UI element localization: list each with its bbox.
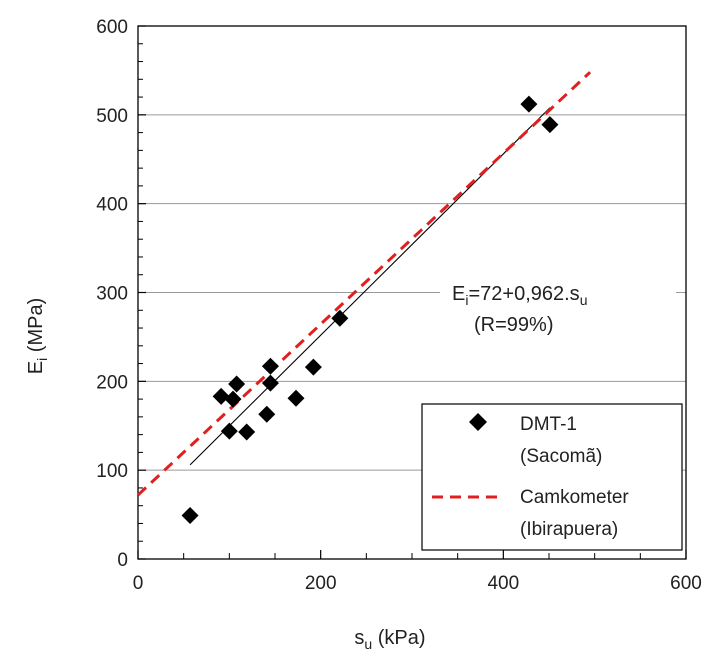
x-axis-title: su (kPa) — [354, 627, 425, 650]
points — [181, 95, 559, 524]
dmt1-point — [304, 358, 322, 376]
y-tick-label: 400 — [96, 195, 128, 216]
dmt1-point — [181, 506, 199, 524]
x-tick-label: 0 — [133, 573, 144, 594]
dmt1-point — [224, 390, 242, 408]
camkometer-line — [136, 71, 592, 497]
minor-ticks — [138, 43, 641, 559]
dmt1-point — [520, 95, 538, 113]
x-tick-label: 600 — [670, 573, 702, 594]
dmt1-point — [258, 405, 276, 423]
legend-label-camkometer: Camkometer — [520, 487, 629, 508]
legend-box — [421, 403, 683, 551]
equation-label: Ei=72+0,962.su — [452, 283, 587, 308]
x-tick-label: 200 — [305, 573, 337, 594]
legend-label-camkometer-line2: (Ibirapuera) — [520, 519, 618, 540]
legend: DMT-1 (Sacomã) Camkometer (Ibirapuera) — [421, 403, 683, 551]
y-tick-label: 100 — [96, 461, 128, 482]
trendline — [189, 107, 551, 466]
lines — [136, 71, 592, 497]
y-tick-label: 600 — [96, 17, 128, 38]
annotation-background — [440, 272, 676, 334]
legend-label-dmt1-line2: (Sacomã) — [520, 446, 602, 467]
dmt1-point — [220, 422, 238, 440]
dmt1-point — [261, 374, 279, 392]
dmt1-point — [261, 357, 279, 375]
dmt1-point — [541, 116, 559, 134]
r-value-label: (R=99%) — [474, 314, 553, 336]
legend-marker-dmt1 — [469, 413, 487, 431]
x-tick-label: 400 — [487, 573, 519, 594]
y-tick-label: 300 — [96, 284, 128, 305]
plot-frame — [137, 25, 687, 560]
dmt1-point — [228, 375, 246, 393]
x-tick-labels: 0 200 400 600 — [133, 573, 702, 594]
dmt1-point — [212, 387, 230, 405]
dmt1-point — [238, 423, 256, 441]
dmt1-point — [331, 309, 349, 327]
y-tick-labels: 0 100 200 300 400 500 600 — [96, 17, 128, 571]
y-tick-label: 0 — [117, 550, 128, 571]
legend-label-dmt1: DMT-1 — [520, 414, 577, 435]
y-tick-label: 200 — [96, 372, 128, 393]
y-tick-label: 500 — [96, 106, 128, 127]
dmt1-point — [287, 389, 305, 407]
y-axis-title: Ei (MPa) — [25, 298, 50, 374]
